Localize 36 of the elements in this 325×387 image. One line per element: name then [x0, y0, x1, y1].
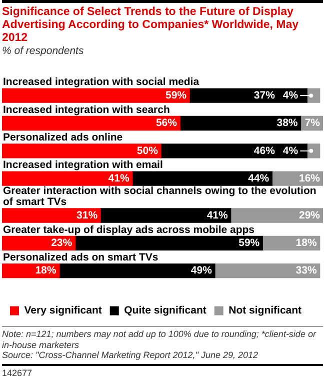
- y-tick-label: Personalized ads on smart TVs: [3, 251, 158, 264]
- y-tick-label: Increased integration with search: [3, 104, 170, 116]
- y-tick-label: Greater take-up of display ads across mobile apps: [3, 224, 255, 236]
- data-label: 59%: [166, 89, 188, 102]
- data-label: 33%: [296, 264, 318, 277]
- data-label: 18%: [35, 264, 57, 277]
- legend-label: Quite significant: [124, 304, 207, 317]
- data-label: 7%: [304, 117, 321, 130]
- data-label: 41%: [108, 172, 130, 184]
- data-label: 18%: [296, 237, 318, 250]
- data-label: 46%: [254, 144, 276, 157]
- data-label: 38%: [276, 117, 298, 130]
- chart-title: Significance of Select Trends to the Future of Display Advertising According to Companies* Worldwide, May 2012: [2, 6, 300, 45]
- data-label: 56%: [156, 117, 178, 130]
- data-label: 41%: [206, 209, 228, 222]
- source-note: Source: "Cross-Channel Marketing Report 2012," June 29, 2012: [2, 350, 260, 360]
- y-tick-label: Increased integration with social media: [3, 76, 200, 88]
- y-tick-label: Personalized ads online: [3, 132, 123, 144]
- data-label: 23%: [51, 237, 73, 250]
- text: Note: n=121; numbers may not add up to 100% due to rounding; *client-side or in-house marketers: [2, 329, 318, 350]
- y-tick-label: Increased integration with email: [3, 159, 163, 172]
- data-label: 4%: [282, 89, 299, 102]
- data-label: 50%: [136, 144, 159, 157]
- data-label: 31%: [76, 209, 98, 222]
- legend-label: Very significant: [24, 304, 102, 317]
- data-label: 49%: [190, 264, 213, 277]
- data-label: 37%: [254, 89, 276, 102]
- legend-label: Not significant: [228, 304, 302, 317]
- chart-subtitle: % of respondents: [2, 45, 85, 58]
- data-label: 59%: [238, 237, 260, 250]
- data-label: 4%: [282, 144, 299, 157]
- data-label: 29%: [298, 209, 321, 222]
- text: 142677: [2, 364, 323, 378]
- y-tick-label: Greater interaction with social channels owing to the evolution of smart TVs: [3, 185, 316, 208]
- data-label: 44%: [248, 172, 270, 184]
- data-label: 16%: [298, 172, 321, 184]
